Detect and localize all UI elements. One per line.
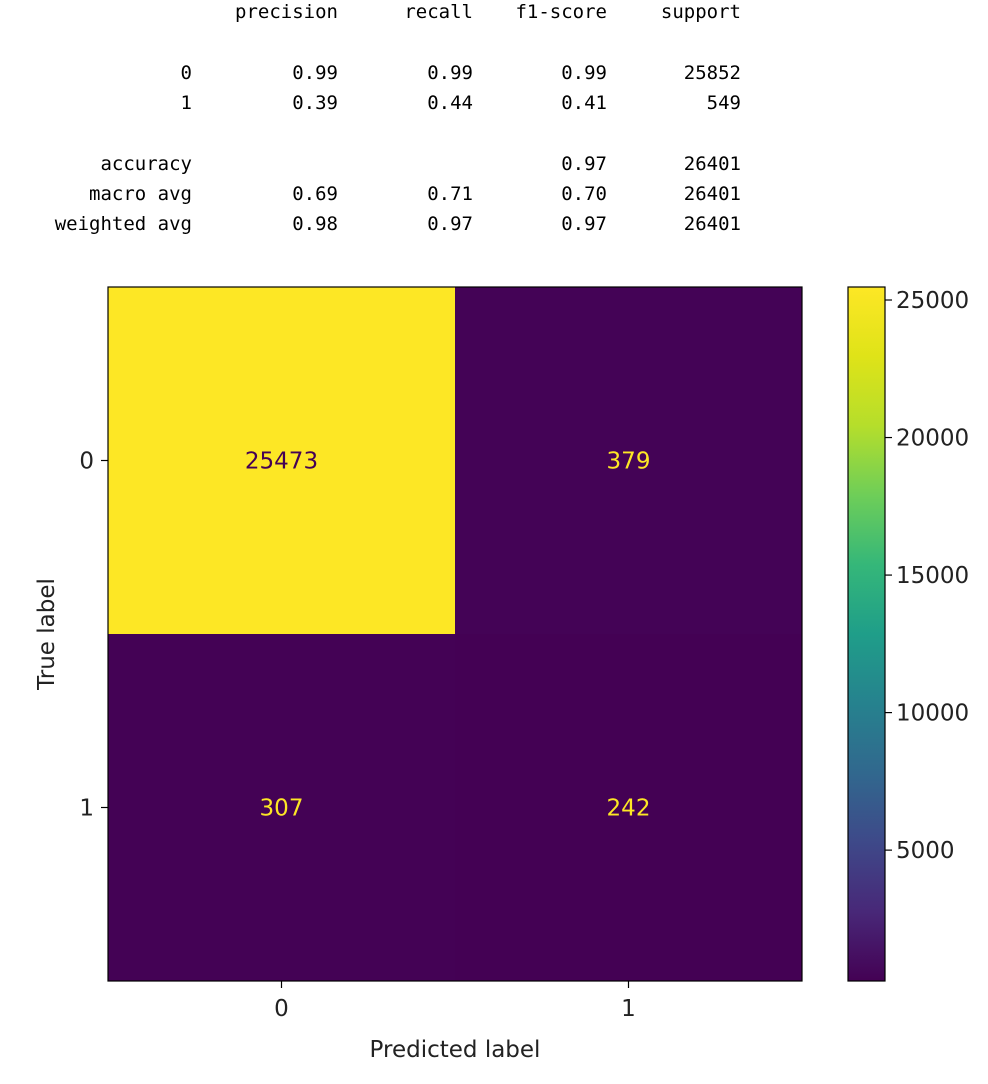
x-axis-label: Predicted label [370, 1037, 541, 1063]
colorbar-tick-label: 10000 [896, 701, 969, 727]
report-value: 0.97 [427, 213, 473, 235]
report-value: 0.99 [561, 62, 607, 84]
cell-value-label: 242 [607, 796, 651, 822]
x-tick-label: 1 [621, 996, 636, 1022]
colorbar-tick-label: 5000 [896, 838, 955, 864]
report-value: 26401 [683, 153, 741, 175]
classification-report: precision recall f1-score support 0 0.99 0.99 0… [0, 0, 988, 250]
report-row-label: accuracy [100, 153, 192, 175]
matrix-cell [455, 634, 802, 981]
report-value: 26401 [683, 183, 741, 205]
report-value: 0.39 [292, 92, 338, 114]
report-value: 0.99 [292, 62, 338, 84]
matrix-cell [108, 634, 455, 981]
report-header: f1-score [515, 1, 607, 23]
cell-value-label: 307 [260, 796, 304, 822]
colorbar-tick-label: 15000 [896, 563, 969, 589]
report-value: 0.97 [561, 153, 607, 175]
colorbar-tick-label: 25000 [896, 288, 969, 314]
report-value: 0.98 [292, 213, 338, 235]
report-header: recall [404, 1, 473, 23]
report-value: 549 [706, 92, 741, 114]
report-value: 0.97 [561, 213, 607, 235]
cell-value-label: 379 [607, 449, 651, 475]
report-value: 0.70 [561, 183, 607, 205]
report-row-label: 0 [180, 62, 192, 84]
y-axis-label: True label [34, 578, 60, 691]
report-row-label: 1 [180, 92, 192, 114]
y-tick-label: 0 [79, 449, 94, 475]
report-header: support [660, 1, 741, 23]
report-value: 0.69 [292, 183, 338, 205]
x-tick-label: 0 [274, 996, 289, 1022]
matrix-cell [108, 287, 455, 634]
cell-value-label: 25473 [245, 449, 318, 475]
matrix-cell [455, 287, 802, 634]
report-value: 25852 [683, 62, 741, 84]
report-row-label: weighted avg [54, 213, 192, 235]
plot-frame [107, 286, 803, 982]
report-value: 0.99 [427, 62, 473, 84]
report-value: 0.71 [427, 183, 473, 205]
colorbar-tick-label: 20000 [896, 426, 969, 452]
report-value: 0.41 [561, 92, 607, 114]
colorbar [847, 286, 886, 982]
y-tick-label: 1 [79, 796, 94, 822]
report-value: 0.44 [427, 92, 473, 114]
report-header: precision [235, 1, 338, 23]
report-row-label: macro avg [89, 183, 192, 205]
report-value: 26401 [683, 213, 741, 235]
